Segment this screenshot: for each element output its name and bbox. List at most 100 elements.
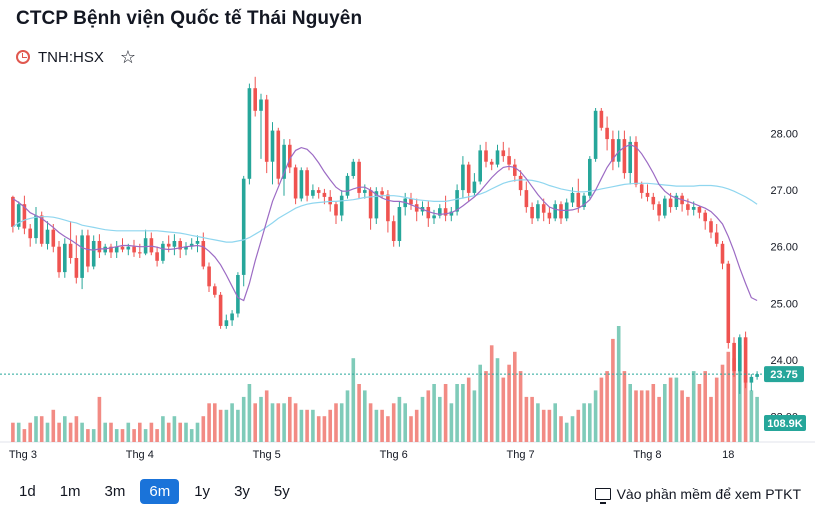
x-tick-label: Thg 8 xyxy=(633,449,661,461)
candle-body xyxy=(709,221,713,233)
volume-bar xyxy=(74,416,79,442)
candle-body xyxy=(57,246,61,273)
candle-body xyxy=(530,207,534,219)
candle-body xyxy=(345,175,350,196)
volume-bar xyxy=(351,358,356,442)
candle-body xyxy=(651,196,656,205)
volume-bar xyxy=(126,422,131,442)
candle-body xyxy=(686,204,690,210)
volume-bar xyxy=(749,390,754,442)
volume-bar xyxy=(259,396,263,442)
candle-body xyxy=(449,211,454,216)
range-button-1d[interactable]: 1d xyxy=(19,483,36,500)
candle-body xyxy=(91,241,96,267)
candle-body xyxy=(518,175,523,191)
candle-body xyxy=(513,164,517,176)
volume-bar xyxy=(22,429,27,442)
candle-body xyxy=(351,161,356,176)
candle-body xyxy=(634,141,638,185)
volume-bar xyxy=(195,422,200,442)
volume-bar xyxy=(138,422,142,442)
volume-bar xyxy=(611,338,615,442)
range-button-6m[interactable]: 6m xyxy=(140,479,180,504)
volume-bar xyxy=(674,377,679,442)
candle-body xyxy=(34,215,38,239)
page-title: CTCP Bệnh viện Quốc tế Thái Nguyên xyxy=(16,8,363,29)
candle-body xyxy=(80,235,84,278)
candle-body xyxy=(143,238,148,254)
candle-body xyxy=(11,196,15,227)
star-icon[interactable]: ☆ xyxy=(119,46,136,67)
volume-bar xyxy=(703,371,707,442)
candle-body xyxy=(616,139,621,162)
x-tick-label: Thg 6 xyxy=(380,449,408,461)
volume-bar xyxy=(547,409,552,442)
volume-bar xyxy=(143,429,148,442)
volume-bar xyxy=(524,396,529,442)
candle-body xyxy=(172,241,177,247)
candle-body xyxy=(524,190,529,208)
volume-bar xyxy=(241,396,246,442)
candle-body xyxy=(39,215,44,244)
candle-body xyxy=(97,241,102,253)
last-volume-badge xyxy=(764,415,806,431)
range-button-3m[interactable]: 3m xyxy=(104,483,126,500)
volume-bar xyxy=(432,384,436,442)
candle-body xyxy=(743,337,748,383)
candle-body xyxy=(68,243,73,258)
range-button-3y[interactable]: 3y xyxy=(234,483,250,500)
volume-bar xyxy=(466,377,471,442)
volume-bar xyxy=(299,409,304,442)
volume-bar xyxy=(438,396,442,442)
candle-body xyxy=(432,215,436,219)
candle-body xyxy=(484,150,488,162)
volume-bar xyxy=(409,416,413,442)
volume-bar xyxy=(420,396,425,442)
volume-bar xyxy=(16,422,21,442)
candle-body xyxy=(264,99,269,162)
candle-body xyxy=(611,139,615,162)
candle-body xyxy=(311,190,315,196)
candle-body xyxy=(368,190,373,219)
candle-body xyxy=(397,207,402,241)
candle-body xyxy=(339,195,344,216)
range-button-5y[interactable]: 5y xyxy=(273,483,290,500)
volume-bar xyxy=(109,422,113,442)
range-button-1m[interactable]: 1m xyxy=(59,483,81,500)
candle-body xyxy=(207,266,211,287)
y-tick-label: 27.00 xyxy=(770,185,798,197)
candle-body xyxy=(455,190,459,212)
candle-body xyxy=(103,246,107,253)
volume-bar xyxy=(91,429,96,442)
ptkt-link[interactable]: Vào phần mềm để xem PTKT xyxy=(594,486,801,504)
volume-bar xyxy=(80,422,84,442)
volume-bar xyxy=(97,396,102,442)
candle-body xyxy=(184,246,188,250)
candle-body xyxy=(86,235,90,267)
candle-body xyxy=(28,228,32,239)
candle-body xyxy=(178,241,182,250)
candle-body xyxy=(697,207,702,213)
price-chart[interactable]: 23.0024.0025.0026.0027.0028.0023.75108.9… xyxy=(0,70,815,470)
candle-body xyxy=(691,207,696,210)
candle-body xyxy=(51,229,56,247)
range-button-1y[interactable]: 1y xyxy=(194,483,211,500)
x-tick-label: Thg 5 xyxy=(253,449,281,461)
candle-body xyxy=(114,246,119,253)
last-price-label: 23.75 xyxy=(770,369,798,381)
volume-bar xyxy=(541,409,546,442)
candle-body xyxy=(213,286,217,295)
candle-body xyxy=(126,246,131,250)
candle-body xyxy=(328,196,332,205)
volume-bar xyxy=(322,416,327,442)
volume-bar xyxy=(39,416,44,442)
candle-body xyxy=(22,204,27,229)
volume-bar xyxy=(426,390,431,442)
volume-bar xyxy=(247,384,252,442)
volume-bar xyxy=(276,403,281,442)
volume-bar xyxy=(645,390,650,442)
volume-bar xyxy=(120,429,125,442)
volume-bar xyxy=(726,351,731,442)
candle-body xyxy=(553,204,557,219)
candle-body xyxy=(622,139,627,174)
